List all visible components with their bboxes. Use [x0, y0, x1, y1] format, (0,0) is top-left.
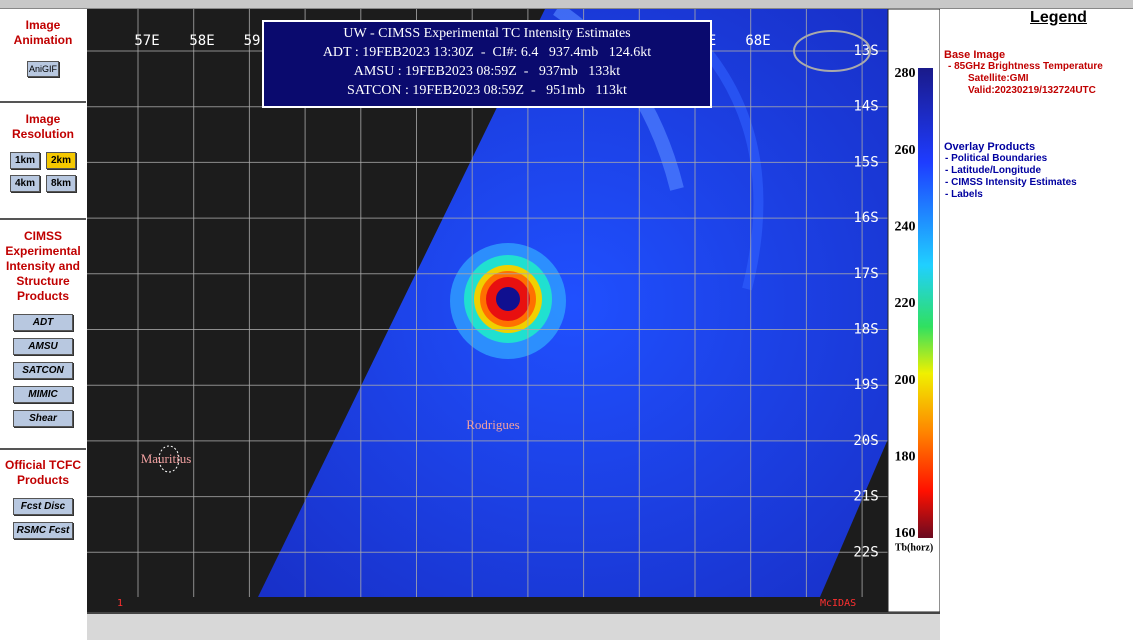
place-label: Rodrigues [466, 417, 519, 432]
button[interactable]: ADT [13, 314, 73, 331]
latitude-label: 19S [853, 377, 878, 393]
button[interactable]: 8km [46, 175, 76, 192]
section-title: CIMSS Experimental Intensity and Structu… [5, 229, 81, 303]
legend: Legend Base Image - 85GHz Brightness Tempe… [944, 9, 1133, 201]
latitude-label: 16S [853, 210, 878, 226]
legend-item: - Latitude/Longitude [945, 165, 1042, 176]
button-group: 1km 2km 4km 8km [0, 152, 86, 192]
button[interactable]: AMSU [13, 338, 73, 355]
colorbar-tick-label: 160 [895, 526, 916, 541]
legend-item: - Labels [945, 189, 983, 200]
overlay-line: ADT : 19FEB2023 13:30Z - CI#: 6.4 937.4m… [322, 45, 652, 60]
legend-heading: Overlay Products [944, 141, 1036, 153]
button-group: Fcst Disc RSMC Fcst [0, 498, 86, 539]
section-title: Image Resolution [12, 112, 74, 141]
overlay-line: AMSU : 19FEB2023 08:59Z - 937mb 133kt [353, 64, 621, 79]
button-group: AniGIF [0, 61, 86, 77]
button[interactable]: 2km [46, 152, 76, 169]
legend-item: - CIMSS Intensity Estimates [945, 177, 1077, 188]
button[interactable]: Fcst Disc [13, 498, 73, 515]
top-bar [0, 0, 1133, 9]
intensity-overlay: UW - CIMSS Experimental TC Intensity Est… [262, 20, 712, 108]
legend-item: Satellite:GMI [968, 73, 1029, 84]
colorbar-tick-label: 260 [895, 143, 916, 158]
longitude-label: 57E [134, 33, 159, 49]
section-title: Official TCFC Products [4, 458, 81, 487]
overlay-title: UW - CIMSS Experimental TC Intensity Est… [343, 26, 631, 41]
button[interactable]: Shear [13, 410, 73, 427]
eye [496, 287, 520, 311]
sidebar-section: Image Animation AniGIF [0, 9, 86, 103]
island-outline [158, 445, 180, 473]
colorbar-tick-label: 240 [895, 220, 916, 235]
sidebar-section: Image Resolution 1km 2km 4km 8km [0, 105, 86, 220]
legend-heading: Base Image [944, 49, 1006, 61]
overlay-line: SATCON : 19FEB2023 08:59Z - 951mb 113kt [347, 83, 627, 98]
sidebar-section: Official TCFC Products Fcst Disc RSMC Fcst [0, 452, 86, 552]
legend-item: - 85GHz Brightness Temperature [948, 61, 1103, 72]
sidebar-section: CIMSS Experimental Intensity and Structu… [0, 222, 86, 450]
button[interactable]: RSMC Fcst [13, 522, 73, 539]
logo [793, 30, 871, 72]
latitude-label: 17S [853, 266, 878, 282]
button[interactable]: SATCON [13, 362, 73, 379]
button[interactable]: 1km [10, 152, 40, 169]
colorbar-tick-label: 280 [895, 66, 916, 81]
colorbar [918, 68, 933, 538]
footer-right: McIDAS [820, 598, 856, 609]
footer-left: 1 [117, 598, 123, 609]
legend-item: Valid:20230219/132724UTC [968, 85, 1096, 96]
place-label: Mauritius [141, 451, 192, 466]
section-title: Image Animation [13, 18, 73, 47]
longitude-label: 59 [244, 33, 261, 49]
latitude-label: 20S [853, 433, 878, 449]
sidebar: Image Animation AniGIF Image Resolution 1km… [0, 9, 86, 638]
button[interactable]: AniGIF [27, 61, 59, 77]
latitude-label: 15S [853, 154, 878, 170]
colorbar-tick-label: 180 [895, 450, 916, 465]
legend-item: - Political Boundaries [945, 153, 1048, 164]
button[interactable]: MIMIC [13, 386, 73, 403]
legend-title: Legend [1030, 9, 1087, 26]
latitude-label: 22S [853, 544, 878, 560]
colorbar-tick-label: 220 [895, 296, 916, 311]
latitude-label: 14S [853, 99, 878, 115]
satellite-image: 13S 14S 15S 16S 17S 18S 19S 20S 21S 22S 57E 58E 59 E 6… [87, 9, 940, 612]
button[interactable]: 4km [10, 175, 40, 192]
latitude-label: 13S [853, 43, 878, 59]
longitude-label: 58E [189, 33, 214, 49]
colorbar-tick-label: 200 [895, 373, 916, 388]
latitude-label: 18S [853, 322, 878, 338]
colorbar-unit: Tb(horz) [895, 542, 933, 553]
latitude-label: 21S [853, 489, 878, 505]
button-group: ADT AMSU SATCON MIMIC Shear [0, 314, 86, 427]
longitude-label: E [708, 33, 716, 49]
longitude-label: 68E [745, 33, 770, 49]
bottom-bar [87, 612, 940, 640]
swath [258, 9, 888, 597]
